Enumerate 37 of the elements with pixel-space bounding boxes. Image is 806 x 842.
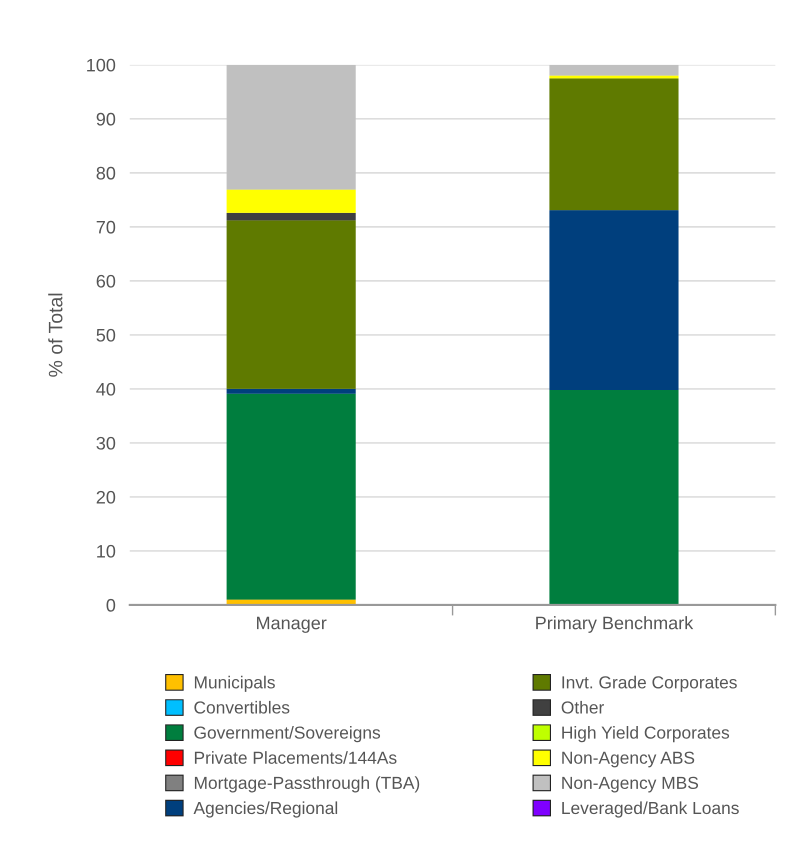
y-tick-label: 50 [96,328,116,342]
bar [226,388,356,394]
bar [226,64,356,190]
bar [549,210,679,390]
legend-label: Private Placements/144As [194,751,396,764]
legend-label: Leveraged/Bank Loans [562,801,739,818]
y-axis-title: % of Total [48,294,62,377]
y-tick-label: 30 [96,436,116,450]
legend-label: High Yield Corporates [562,726,730,742]
legend-label: Non-Agency MBS [562,776,698,792]
bar [549,390,679,605]
legend-label: Convertibles [194,700,290,714]
y-tick-label: 40 [96,382,116,396]
bar [549,64,679,76]
y-tick-label: 20 [96,490,116,504]
bar [549,78,679,210]
legend-label: Government/Sovereigns [194,726,380,742]
y-tick-label: 80 [96,166,116,180]
legend-label: Mortgage-Passthrough (TBA) [194,776,420,792]
legend-label: Invt. Grade Corporates [562,676,737,692]
legend-label: Other [562,700,604,714]
bar [226,190,356,213]
bar [549,76,679,78]
x-tick-label: Manager [257,616,326,633]
bar [226,212,356,220]
y-tick-label: 100 [87,58,116,72]
legend-label: Agencies/Regional [194,801,338,818]
x-tick-label: Primary Benchmark [536,616,694,633]
bar [226,394,356,600]
legend-label: Municipals [194,676,275,692]
bar [226,220,356,389]
y-tick-label: 90 [96,112,116,126]
y-tick-label: 60 [96,274,116,288]
y-tick-label: 70 [96,220,116,234]
legend-label: Non-Agency ABS [562,752,694,768]
y-tick-label: 10 [97,544,116,558]
y-tick-label: 0 [106,598,116,612]
